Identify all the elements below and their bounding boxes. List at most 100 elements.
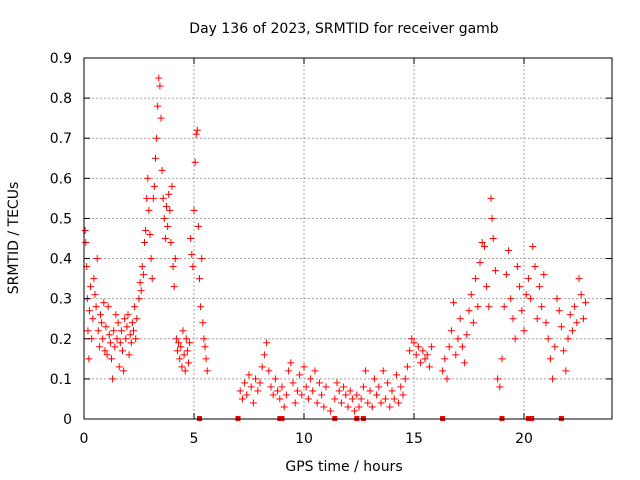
data-point <box>401 375 409 383</box>
data-point <box>467 291 475 299</box>
data-point <box>551 343 559 351</box>
data-point <box>502 271 510 279</box>
data-point <box>560 347 568 355</box>
data-point <box>154 102 162 110</box>
grid-layer <box>84 58 612 419</box>
data-point <box>388 387 396 395</box>
data-point <box>193 126 201 134</box>
y-tick-label: 0.8 <box>50 91 72 107</box>
data-point <box>127 339 135 347</box>
data-point <box>177 343 185 351</box>
data-point <box>538 303 546 311</box>
data-point <box>520 327 528 335</box>
data-point <box>487 194 495 202</box>
data-point <box>139 271 147 279</box>
data-point <box>359 383 367 391</box>
data-point <box>112 311 120 319</box>
data-point <box>200 335 208 343</box>
data-point <box>265 367 273 375</box>
data-point <box>472 275 480 283</box>
data-point <box>529 243 537 251</box>
data-point <box>198 255 206 263</box>
data-point <box>122 335 130 343</box>
data-point <box>278 383 286 391</box>
data-point <box>507 295 515 303</box>
data-point <box>187 235 195 242</box>
y-tick-label: 0.6 <box>50 171 72 187</box>
data-point <box>491 267 499 275</box>
data-point <box>344 403 352 411</box>
data-point <box>439 367 447 375</box>
data-point <box>326 407 334 415</box>
data-point <box>478 239 486 247</box>
data-point <box>300 363 308 371</box>
x-tick-label: 0 <box>80 431 89 447</box>
data-point <box>458 343 466 351</box>
data-point <box>489 235 497 242</box>
data-point <box>94 327 102 335</box>
data-point <box>480 243 488 251</box>
data-point <box>531 263 539 271</box>
data-point <box>117 327 125 335</box>
data-point <box>271 375 279 383</box>
data-point <box>366 387 374 395</box>
data-point <box>97 311 104 319</box>
data-point <box>131 303 139 311</box>
data-point <box>355 403 363 411</box>
data-point <box>163 202 170 210</box>
data-point <box>353 391 361 399</box>
data-point <box>518 307 526 315</box>
data-point <box>137 287 145 295</box>
data-point <box>168 182 176 190</box>
data-point <box>165 190 173 198</box>
data-point <box>156 82 164 90</box>
data-point <box>340 383 348 391</box>
data-point <box>571 303 579 311</box>
data-point <box>566 311 574 319</box>
data-point <box>119 347 126 355</box>
data-point <box>95 343 103 351</box>
data-point <box>130 327 137 335</box>
data-point <box>542 319 550 327</box>
data-point <box>183 347 191 355</box>
data-point <box>108 355 115 363</box>
data-point <box>135 295 143 303</box>
data-point <box>406 347 414 355</box>
data-point <box>241 379 249 387</box>
data-point <box>302 383 310 391</box>
data-point <box>247 383 255 391</box>
data-point <box>399 391 407 399</box>
data-point <box>90 275 98 283</box>
data-point <box>192 130 200 138</box>
data-point <box>573 319 581 327</box>
data-point <box>276 395 284 403</box>
data-point <box>147 255 155 263</box>
data-point <box>333 379 341 387</box>
data-point <box>280 403 288 411</box>
data-point <box>110 327 118 335</box>
data-point <box>562 367 570 375</box>
data-point <box>335 387 343 395</box>
data-point <box>408 335 416 343</box>
data-point <box>379 367 387 375</box>
data-point <box>476 259 484 267</box>
data-point <box>384 379 392 387</box>
data-point <box>577 291 585 299</box>
data-point <box>143 194 151 202</box>
data-point <box>254 387 262 395</box>
data-point <box>505 247 513 255</box>
data-point <box>202 355 210 363</box>
data-point <box>256 379 264 387</box>
data-point <box>410 339 418 347</box>
data-point <box>103 351 111 359</box>
data-point <box>86 307 93 315</box>
data-point <box>150 182 158 190</box>
data-point <box>136 279 144 287</box>
data-point <box>373 391 381 399</box>
data-point <box>174 347 181 355</box>
data-point <box>337 399 345 407</box>
data-point <box>395 399 403 407</box>
data-point <box>180 351 188 359</box>
data-point <box>181 367 189 375</box>
